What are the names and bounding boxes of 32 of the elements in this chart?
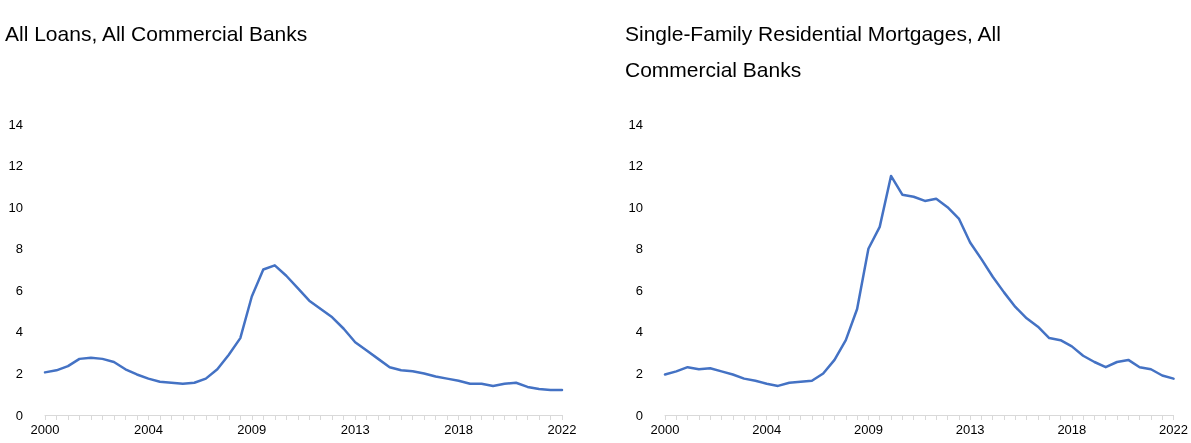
y-tick-label: 8 — [635, 241, 643, 257]
x-tick-label: 2004 — [752, 422, 782, 437]
x-tick-label: 2000 — [650, 422, 680, 437]
x-tick-label: 2013 — [955, 422, 985, 437]
y-tick-label: 6 — [635, 282, 643, 298]
x-tick-label: 2018 — [1057, 422, 1087, 437]
x-tick-label: 2018 — [444, 422, 474, 437]
y-tick-label: 4 — [15, 324, 23, 340]
x-tick-label: 2022 — [547, 422, 577, 437]
y-tick-label: 12 — [628, 158, 643, 174]
y-tick-label: 2 — [15, 365, 23, 381]
y-tick-label: 0 — [15, 407, 23, 423]
x-tick-label: 2009 — [853, 422, 883, 437]
line-series — [43, 264, 564, 392]
x-tick-label: 2000 — [30, 422, 60, 437]
y-tick-label: 6 — [15, 282, 23, 298]
chart-title: All Loans, All Commercial Banks — [5, 21, 308, 45]
y-tick-label: 14 — [628, 116, 643, 132]
x-tick-label: 2004 — [133, 422, 163, 437]
y-tick-label: 10 — [8, 199, 23, 215]
x-tick-label: 2022 — [1159, 422, 1188, 437]
y-tick-label: 2 — [635, 365, 643, 381]
x-tick-label: 2013 — [340, 422, 370, 437]
y-tick-label: 8 — [15, 241, 23, 257]
x-tick-label: 2009 — [237, 422, 267, 437]
y-tick-label: 10 — [628, 199, 643, 215]
y-tick-label: 0 — [635, 407, 643, 423]
y-tick-label: 12 — [8, 158, 23, 174]
y-tick-label: 14 — [8, 116, 23, 132]
chart-title: Single-Family Residential Mortgages, All Commercial Banks — [625, 21, 1007, 81]
line-series — [663, 174, 1175, 388]
y-tick-label: 4 — [635, 324, 643, 340]
